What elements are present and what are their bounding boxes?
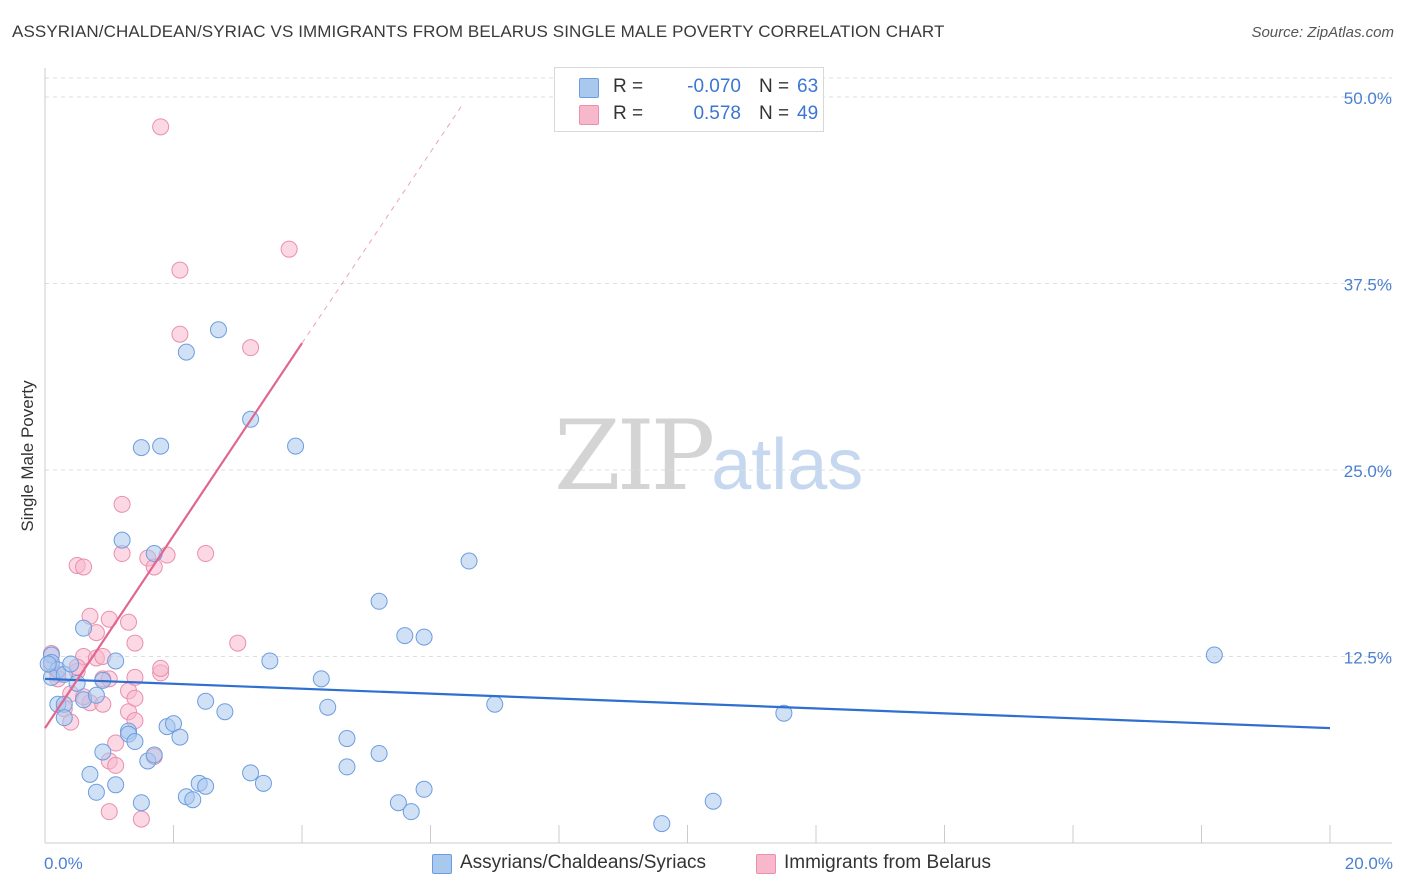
belarus-point: [242, 339, 260, 357]
assyrian-point: [287, 437, 305, 455]
assyrian-point: [319, 698, 337, 716]
belarus-point: [100, 803, 118, 821]
assyrian-point: [396, 627, 414, 645]
assyrian-point: [338, 758, 356, 776]
assyrian-point: [370, 744, 388, 762]
belarus-trend-extension: [301, 104, 464, 344]
assyrian-point: [338, 730, 356, 748]
assyrian-point: [197, 692, 215, 710]
belarus-point: [126, 689, 144, 707]
belarus-point: [126, 634, 144, 652]
assyrian-point: [415, 628, 433, 646]
assyrian-point: [87, 686, 105, 704]
belarus-point: [197, 545, 215, 563]
y-tick-label: 50.0%: [1344, 89, 1392, 108]
assyrian-point: [486, 695, 504, 713]
assyrian-point: [113, 531, 131, 549]
assyrian-point: [216, 703, 234, 721]
bottom-legend-swatch-pink: [756, 854, 776, 874]
axes: [44, 68, 1392, 844]
legend-swatch-blue: [579, 78, 599, 98]
assyrian-point: [55, 709, 73, 727]
assyrian-point: [389, 794, 407, 812]
y-tick-label: 25.0%: [1344, 462, 1392, 481]
assyrian-point: [132, 794, 150, 812]
source-label: Source: ZipAtlas.com: [1251, 24, 1394, 41]
legend-r-label: R =: [613, 76, 644, 97]
belarus-point: [152, 118, 170, 136]
assyrian-point: [171, 728, 189, 746]
belarus-point: [132, 810, 150, 828]
legend-r-label: R =: [613, 103, 644, 124]
bottom-legend-label: Immigrants from Belarus: [784, 852, 991, 873]
trend-lines: [44, 104, 1331, 730]
watermark: ZIPatlas: [554, 400, 863, 512]
assyrian-point: [261, 652, 279, 670]
belarus-point: [113, 495, 131, 513]
legend-n-value: 63: [797, 76, 819, 97]
legend-n-label: N =: [759, 103, 790, 124]
assyrian-point: [184, 791, 202, 809]
assyrian-point: [209, 321, 227, 339]
legend-n-value: 49: [797, 103, 819, 124]
watermark-zip: ZIP: [554, 400, 715, 512]
legend-r-value: 0.578: [693, 103, 741, 124]
bottom-legend-swatch-blue: [432, 854, 452, 874]
assyrian-point: [152, 437, 170, 455]
y-tick-label: 12.5%: [1344, 649, 1392, 668]
assyrian-point: [402, 803, 420, 821]
assyrian-point: [177, 343, 195, 361]
chart-title: ASSYRIAN/CHALDEAN/SYRIAC VS IMMIGRANTS F…: [12, 22, 945, 41]
belarus-trend-line: [44, 342, 303, 729]
assyrian-point: [197, 777, 215, 795]
assyrian-point: [370, 592, 388, 610]
assyrian-point: [87, 783, 105, 801]
x-tick-labels: 0.0% 20.0%: [44, 854, 1393, 873]
y-tick-labels: 12.5% 25.0% 37.5% 50.0%: [1344, 89, 1392, 668]
assyrian-point: [775, 704, 793, 722]
assyrian-point: [1205, 646, 1223, 664]
assyrian-point: [39, 655, 57, 673]
belarus-point: [171, 261, 189, 279]
belarus-point: [75, 558, 93, 576]
legend-swatch-pink: [579, 105, 599, 125]
x-tick-label-min: 0.0%: [44, 854, 83, 873]
belarus-point: [171, 325, 189, 343]
belarus-point: [120, 613, 138, 631]
bottom-legend-label: Assyrians/Chaldeans/Syriacs: [460, 852, 707, 873]
assyrian-point: [254, 774, 272, 792]
belarus-point: [229, 634, 247, 652]
assyrian-point: [242, 764, 260, 782]
assyrian-point: [653, 815, 671, 833]
assyrian-point: [75, 619, 93, 637]
belarus-point: [152, 659, 170, 677]
assyrian-point: [704, 792, 722, 810]
legend-n-label: N =: [759, 76, 790, 97]
belarus-point: [280, 240, 298, 258]
watermark-atlas: atlas: [711, 425, 864, 505]
belarus-point: [107, 756, 125, 774]
assyrian-point: [145, 746, 163, 764]
assyrian-point: [94, 743, 112, 761]
belarus-point: [107, 734, 125, 752]
legend-r-value: -0.070: [687, 76, 741, 97]
assyrian-point: [62, 655, 80, 673]
assyrian-point: [132, 439, 150, 457]
assyrian-points: [39, 321, 1223, 833]
assyrian-point: [81, 765, 99, 783]
assyrian-trend-line: [44, 677, 1331, 730]
assyrian-point: [107, 776, 125, 794]
assyrian-point: [415, 780, 433, 798]
assyrian-point: [145, 545, 163, 563]
belarus-points: [42, 118, 298, 828]
assyrian-point: [126, 733, 144, 751]
assyrian-point: [107, 652, 125, 670]
assyrian-point: [460, 552, 478, 570]
grid-lines: [45, 77, 1392, 657]
y-tick-label: 37.5%: [1344, 276, 1392, 295]
correlation-legend: R = -0.070 N = 63 R = 0.578 N = 49: [554, 67, 824, 132]
assyrian-point: [312, 670, 330, 688]
x-tick-label-max: 20.0%: [1345, 854, 1393, 873]
